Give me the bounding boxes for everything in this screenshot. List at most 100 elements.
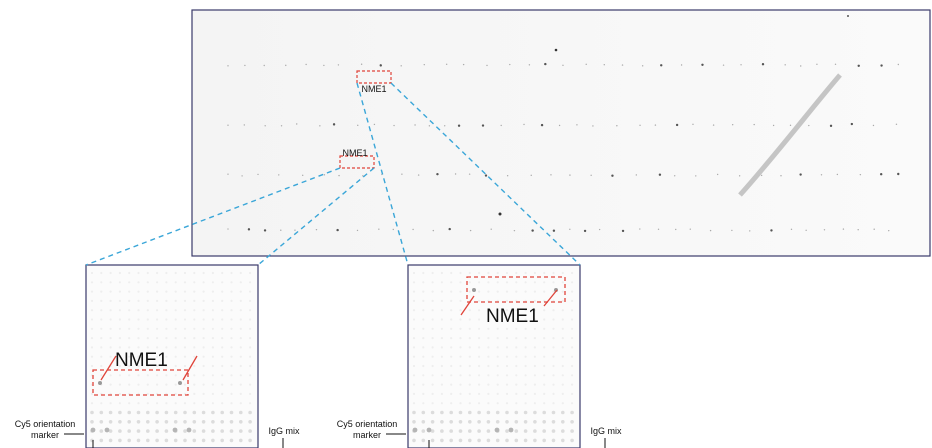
spot [202, 402, 205, 405]
spot [90, 420, 94, 424]
spot [239, 364, 242, 368]
spot [146, 327, 149, 330]
spot [211, 364, 214, 368]
spot [118, 355, 121, 358]
spot [412, 392, 416, 395]
spot [118, 281, 121, 284]
spot [680, 64, 683, 66]
spot [164, 429, 169, 433]
spot [496, 309, 499, 312]
spot [487, 309, 490, 312]
spot [478, 374, 481, 377]
spot [515, 392, 518, 395]
spot [440, 402, 443, 405]
spot [533, 392, 537, 395]
spot [524, 327, 527, 330]
spot [731, 124, 734, 126]
spot [221, 374, 224, 377]
spot [172, 427, 178, 433]
spot [552, 392, 555, 395]
spot [202, 327, 205, 330]
spot [540, 123, 544, 127]
spot [249, 299, 252, 302]
spot [543, 327, 546, 330]
spot [422, 327, 425, 330]
spot [127, 429, 131, 433]
spot [146, 383, 149, 386]
spot [533, 383, 537, 386]
spot [221, 337, 224, 340]
spot [239, 299, 242, 302]
spot [136, 429, 141, 433]
spot [423, 63, 425, 66]
spot [468, 410, 472, 415]
spot [202, 392, 205, 395]
spot [412, 290, 416, 293]
spot [444, 125, 446, 127]
spot [450, 318, 453, 321]
spot [478, 364, 481, 368]
spot [551, 429, 556, 433]
spot [468, 271, 471, 275]
spot [431, 318, 434, 321]
spot [315, 228, 318, 231]
zoom-right [407, 264, 581, 448]
spot [477, 438, 481, 443]
spot [616, 125, 618, 127]
spot [229, 429, 234, 433]
spot [230, 271, 233, 275]
spot [155, 410, 159, 415]
spot [422, 392, 425, 395]
spot [543, 402, 546, 405]
spot [165, 299, 168, 302]
spot [533, 355, 537, 358]
spot [118, 392, 121, 395]
spot [90, 364, 94, 368]
spot [100, 402, 103, 405]
spot [248, 410, 252, 415]
spot [558, 124, 561, 127]
spot [805, 229, 807, 231]
spot [551, 410, 556, 415]
spot [211, 271, 214, 275]
spot [515, 318, 518, 321]
spot [542, 438, 546, 443]
spot [431, 392, 434, 395]
spot [211, 299, 214, 302]
spot [211, 383, 214, 386]
spot [186, 427, 192, 433]
spot [202, 271, 205, 275]
spot [239, 410, 243, 415]
spot [90, 290, 94, 293]
spot [422, 337, 425, 340]
spot [249, 374, 252, 377]
spot [164, 410, 169, 415]
spot [183, 346, 187, 349]
spot [514, 429, 519, 433]
spot [496, 337, 499, 340]
spot [400, 65, 402, 67]
spot [561, 327, 564, 330]
spot [373, 123, 376, 126]
spot [109, 355, 112, 358]
spot [249, 383, 252, 386]
spot [543, 337, 546, 340]
spot [412, 383, 416, 386]
spot [109, 337, 112, 340]
zoom-label: NME1 [486, 306, 539, 327]
spot [543, 364, 546, 368]
spot [487, 402, 490, 405]
spot [478, 271, 481, 275]
spot [192, 410, 197, 415]
spot [421, 438, 426, 443]
spot [440, 309, 443, 312]
spot [280, 125, 283, 127]
spot [422, 364, 425, 368]
arrow [100, 355, 117, 381]
spot [422, 299, 425, 302]
spot [487, 383, 490, 386]
spot [146, 290, 149, 293]
spot [478, 402, 481, 405]
spot [571, 346, 574, 349]
